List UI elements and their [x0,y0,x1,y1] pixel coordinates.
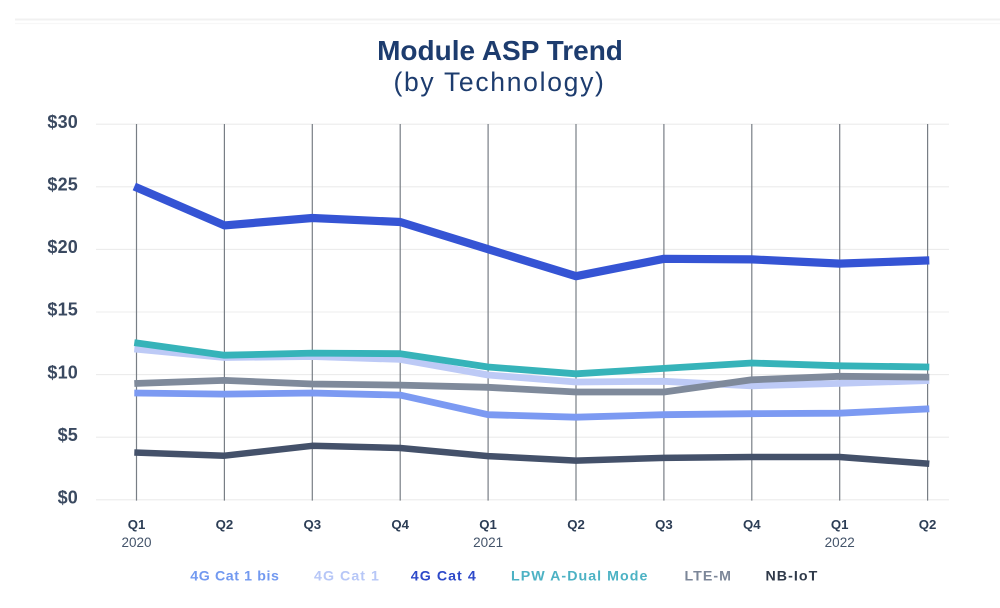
svg-text:$15: $15 [47,300,78,320]
svg-text:Q2: Q2 [216,517,234,532]
svg-text:LPW A-Dual Mode: LPW A-Dual Mode [511,569,648,585]
svg-text:$20: $20 [47,237,78,257]
svg-text:Q1: Q1 [831,517,849,532]
svg-text:$30: $30 [47,112,78,132]
svg-text:(by Technology): (by Technology) [393,67,605,97]
svg-text:Q1: Q1 [128,517,146,532]
svg-text:$25: $25 [47,175,78,195]
svg-text:4G Cat 1: 4G Cat 1 [314,569,380,585]
svg-text:2020: 2020 [121,535,151,550]
svg-text:Q2: Q2 [919,517,937,532]
svg-text:Q2: Q2 [567,517,585,532]
svg-text:Q4: Q4 [391,517,409,532]
svg-text:4G Cat 4: 4G Cat 4 [411,569,477,585]
svg-text:Module ASP Trend: Module ASP Trend [377,35,623,66]
svg-text:$0: $0 [58,488,78,508]
svg-text:4G Cat 1 bis: 4G Cat 1 bis [190,569,279,585]
svg-text:Q4: Q4 [743,517,761,532]
svg-text:Q3: Q3 [304,517,322,532]
svg-text:2021: 2021 [473,535,503,550]
svg-text:$10: $10 [47,362,78,382]
svg-text:Q1: Q1 [479,517,497,532]
svg-text:$5: $5 [58,425,78,445]
svg-text:Q3: Q3 [655,517,673,532]
svg-text:2022: 2022 [825,535,855,550]
svg-text:LTE-M: LTE-M [685,569,733,585]
svg-text:NB-IoT: NB-IoT [766,569,819,585]
